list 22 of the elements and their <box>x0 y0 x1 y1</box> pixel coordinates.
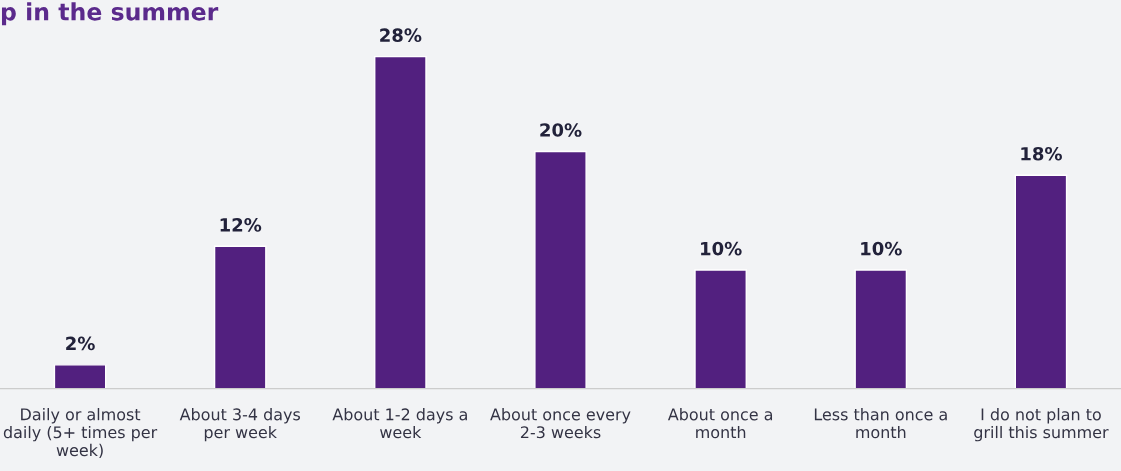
bar <box>53 364 107 389</box>
bar <box>213 245 267 389</box>
data-label: 20% <box>540 123 582 137</box>
bar <box>854 269 908 389</box>
data-label: 28% <box>380 28 422 43</box>
data-label: 10% <box>701 241 742 256</box>
bar <box>1014 174 1068 389</box>
data-label: 18% <box>1021 146 1062 161</box>
data-label: 10% <box>861 241 902 256</box>
bar <box>534 150 587 389</box>
x-tick-label: Daily or almost daily (5+ times per week) <box>3 408 158 459</box>
chart-title: p in the summer <box>1 2 219 26</box>
x-tick-label: About 3-4 days per week <box>179 408 301 442</box>
data-label: 12% <box>220 218 262 232</box>
bar <box>374 55 427 389</box>
x-tick-label: About once a month <box>667 408 773 439</box>
x-tick-label: Less than once a month <box>814 408 947 439</box>
x-tick-label: About once every 2-3 weeks <box>490 408 631 439</box>
data-label: 2% <box>66 336 95 351</box>
x-tick-label: About 1-2 days a week <box>332 408 467 439</box>
bar <box>694 269 747 389</box>
x-tick-label: I do not plan to grill this summer <box>974 408 1109 442</box>
